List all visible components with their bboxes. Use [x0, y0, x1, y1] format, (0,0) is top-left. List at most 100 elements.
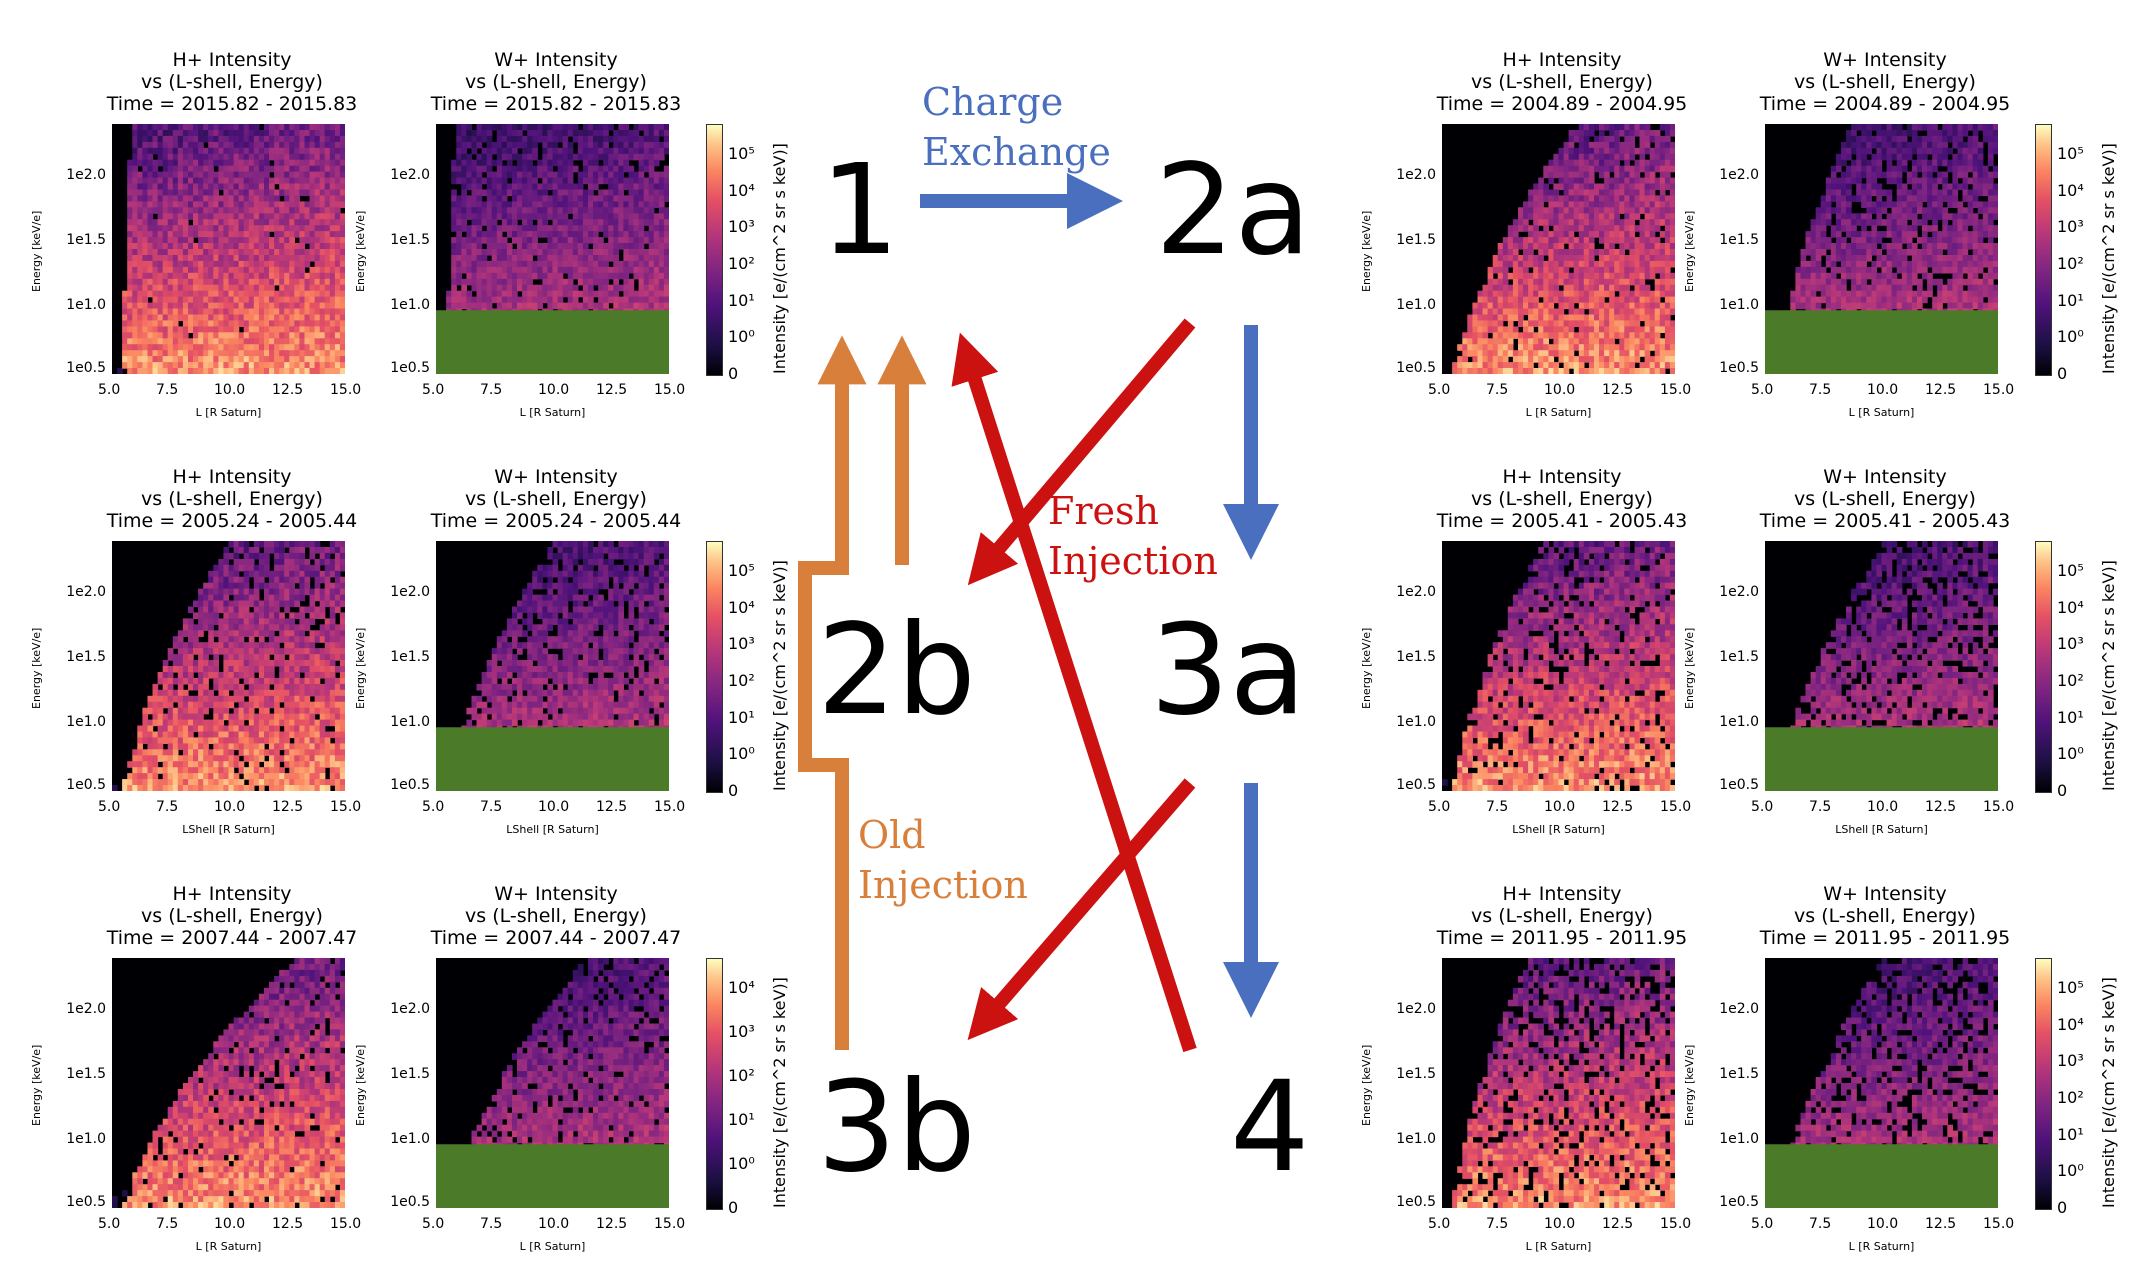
x-tick-label: 10.0 [214, 382, 246, 398]
panel-title-species: H+ Intensity [1502, 49, 1622, 71]
x-tick-label: 15.0 [1983, 382, 2015, 398]
colorbar-tick: 10² [2057, 1088, 2084, 1107]
panel-title: W+ Intensity vs (L-shell, Energy) Time = 2… [406, 466, 706, 532]
x-axis-label: L [R Saturn] [1525, 1240, 1592, 1253]
x-tick-label: 12.5 [1925, 382, 1957, 398]
colorbar-tick: 10⁵ [2057, 978, 2084, 997]
y-tick-label: 1e0.5 [66, 777, 106, 793]
y-tick-label: 1e1.5 [390, 649, 430, 665]
x-axis-label: LShell [R Saturn] [1835, 823, 1928, 836]
x-tick-label: 10.0 [214, 1216, 246, 1232]
x-axis-label: L [R Saturn] [1525, 406, 1592, 419]
panel-title-species: H+ Intensity [172, 466, 292, 488]
colorbar-tick: 10⁰ [728, 1154, 755, 1173]
colorbar-tick: 10⁵ [728, 561, 755, 580]
panel-title: H+ Intensity vs (L-shell, Energy) Time = 2… [1412, 883, 1712, 949]
x-tick-label: 10.0 [538, 382, 570, 398]
panel-title: H+ Intensity vs (L-shell, Energy) Time = 2… [1412, 466, 1712, 532]
colorbar-tick: 10⁴ [728, 180, 755, 200]
panel-title-sub: vs (L-shell, Energy) [1794, 71, 1976, 93]
x-tick-label: 10.0 [1544, 799, 1576, 815]
colorbar-tick: 0 [728, 364, 739, 383]
x-tick-label: 15.0 [330, 799, 362, 815]
y-tick-label: 1e2.0 [1719, 167, 1759, 183]
heatmap [436, 541, 669, 791]
colorbar-tick: 10¹ [2057, 290, 2084, 310]
x-tick-label: 10.0 [1867, 382, 1899, 398]
colorbar-tick: 0 [2057, 781, 2068, 800]
x-tick-label: 10.0 [214, 799, 246, 815]
y-tick-label: 1e1.5 [1396, 1066, 1436, 1082]
y-tick-label: 1e2.0 [390, 167, 430, 183]
heatmap [112, 541, 345, 791]
y-tick-label: 1e1.5 [1719, 649, 1759, 665]
colorbar-tick: 10⁴ [2057, 180, 2084, 200]
panel-title-sub: vs (L-shell, Energy) [141, 71, 323, 93]
x-axis-label: LShell [R Saturn] [182, 823, 275, 836]
colorbar-tick: 10² [728, 671, 755, 690]
x-tick-label: 15.0 [330, 1216, 362, 1232]
y-tick-label: 1e1.0 [1719, 714, 1759, 730]
panel-title-species: H+ Intensity [1502, 466, 1622, 488]
y-tick-label: 1e1.5 [1396, 232, 1436, 248]
colorbar-tick: 10³ [728, 217, 755, 237]
colorbar-tick: 10⁰ [728, 327, 755, 347]
y-tick-label: 1e1.0 [1719, 1131, 1759, 1147]
y-tick-label: 1e1.0 [66, 297, 106, 313]
panel-title-species: W+ Intensity [494, 466, 618, 488]
colorbar [2035, 958, 2052, 1210]
y-tick-label: 1e0.5 [390, 777, 430, 793]
colorbar-tick: 10² [2057, 671, 2084, 690]
x-axis-label: L [R Saturn] [195, 406, 262, 419]
x-tick-label: 7.5 [480, 382, 503, 398]
heatmap [112, 958, 345, 1208]
x-tick-label: 12.5 [272, 382, 304, 398]
x-tick-label: 15.0 [654, 382, 686, 398]
state-2a: 2a [1155, 138, 1312, 283]
x-tick-label: 5.0 [1751, 799, 1774, 815]
energy-mask [1765, 1144, 1998, 1208]
x-tick-label: 10.0 [1867, 799, 1899, 815]
x-tick-label: 15.0 [654, 799, 686, 815]
y-axis-label: Energy [keV/e] [354, 627, 367, 709]
panel-title-time: Time = 2005.24 - 2005.44 [430, 510, 682, 532]
y-axis-label: Energy [keV/e] [1683, 627, 1696, 709]
y-tick-label: 1e1.0 [66, 1131, 106, 1147]
y-tick-label: 1e1.0 [66, 714, 106, 730]
panel-title-time: Time = 2004.89 - 2004.95 [1436, 93, 1688, 115]
y-tick-label: 1e1.5 [66, 649, 106, 665]
y-tick-label: 1e0.5 [1719, 777, 1759, 793]
y-axis-label: Energy [keV/e] [1683, 1044, 1696, 1126]
colorbar-tick: 10⁰ [2057, 327, 2084, 347]
x-tick-label: 7.5 [156, 1216, 179, 1232]
colorbar-label: Intensity [e/(cm^2 sr s keV)] [2099, 143, 2118, 374]
y-tick-label: 1e0.5 [1719, 1194, 1759, 1210]
heatmap [1442, 958, 1675, 1208]
x-tick-label: 5.0 [1751, 382, 1774, 398]
x-tick-label: 15.0 [330, 382, 362, 398]
panel-title-sub: vs (L-shell, Energy) [465, 71, 647, 93]
panel-title: H+ Intensity vs (L-shell, Energy) Time = 2… [82, 883, 382, 949]
x-tick-label: 5.0 [1428, 382, 1451, 398]
panel-title-species: W+ Intensity [494, 883, 618, 905]
colorbar-tick: 10² [728, 254, 755, 273]
x-tick-label: 12.5 [596, 382, 628, 398]
heatmap [1765, 124, 1998, 374]
y-axis-label: Energy [keV/e] [1683, 210, 1696, 292]
panel-title-species: H+ Intensity [172, 49, 292, 71]
colorbar-label: Intensity [e/(cm^2 sr s keV)] [770, 560, 789, 791]
heatmap [436, 124, 669, 374]
x-tick-label: 7.5 [1809, 1216, 1832, 1232]
x-axis-label: LShell [R Saturn] [506, 823, 599, 836]
colorbar-tick: 10⁰ [2057, 1161, 2084, 1181]
colorbar [706, 541, 723, 793]
x-tick-label: 10.0 [538, 1216, 570, 1232]
colorbar-tick: 10³ [728, 1022, 755, 1041]
x-tick-label: 12.5 [272, 799, 304, 815]
colorbar-tick: 10⁰ [2057, 744, 2084, 764]
heatmap [1442, 124, 1675, 374]
panel-title: W+ Intensity vs (L-shell, Energy) Time = 2… [1735, 883, 2035, 949]
colorbar-tick: 10³ [2057, 634, 2084, 654]
colorbar-tick: 0 [2057, 364, 2068, 383]
y-tick-label: 1e1.5 [390, 1066, 430, 1082]
